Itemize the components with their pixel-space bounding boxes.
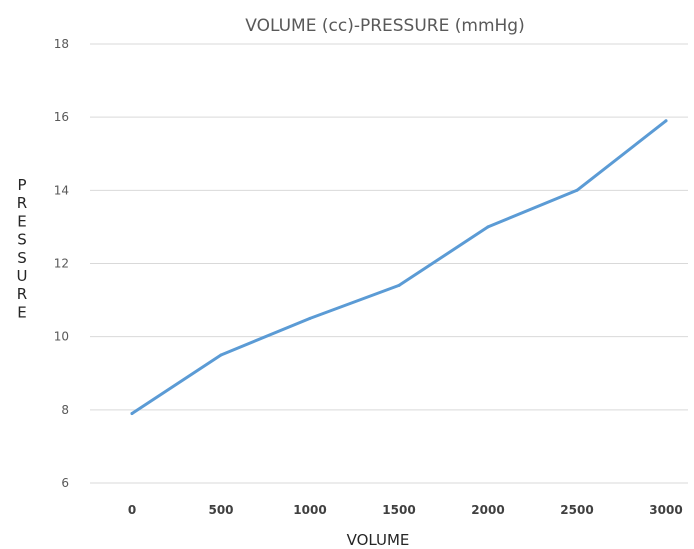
- y-axis-label: PRESSURE: [17, 176, 28, 321]
- y-tick-label: 18: [54, 37, 69, 51]
- y-axis-label-letter: U: [17, 267, 28, 285]
- x-tick-label: 2500: [560, 503, 593, 517]
- data-point: [308, 316, 312, 320]
- data-point: [130, 412, 134, 415]
- y-tick-label: 6: [61, 476, 69, 490]
- y-tick-label: 14: [54, 183, 69, 197]
- data-point: [486, 225, 490, 229]
- y-axis-label-letter: P: [17, 176, 26, 194]
- series-layer: [130, 119, 668, 415]
- series-line: [130, 119, 668, 415]
- y-axis-label-letter: E: [17, 212, 26, 230]
- y-tick-label: 8: [61, 403, 69, 417]
- x-tick-label: 1000: [293, 503, 326, 517]
- y-axis-label-letter: R: [17, 285, 27, 303]
- data-point: [219, 353, 223, 357]
- x-tick-label: 500: [208, 503, 233, 517]
- data-point: [664, 119, 668, 123]
- x-tick-label: 3000: [649, 503, 682, 517]
- x-axis-label: VOLUME: [347, 531, 410, 549]
- x-tick-label: 1500: [382, 503, 415, 517]
- data-point: [575, 188, 579, 192]
- x-axis-ticks: 0 500 1000 1500 2000 2500 3000: [128, 503, 683, 517]
- x-tick-label: 0: [128, 503, 136, 517]
- y-axis-ticks: 6 8 10 12 14 16 18: [54, 37, 69, 490]
- data-point: [397, 283, 401, 287]
- y-axis-label-letter: S: [17, 249, 27, 267]
- y-axis-label-letter: E: [17, 303, 26, 321]
- y-tick-label: 12: [54, 257, 69, 271]
- chart-title: VOLUME (cc)-PRESSURE (mmHg): [245, 16, 524, 36]
- gridlines: [90, 43, 688, 484]
- x-tick-label: 2000: [471, 503, 504, 517]
- y-axis-label-letter: R: [17, 194, 27, 212]
- y-tick-label: 16: [54, 110, 69, 124]
- y-tick-label: 10: [54, 330, 69, 344]
- y-axis-label-letter: S: [17, 231, 27, 249]
